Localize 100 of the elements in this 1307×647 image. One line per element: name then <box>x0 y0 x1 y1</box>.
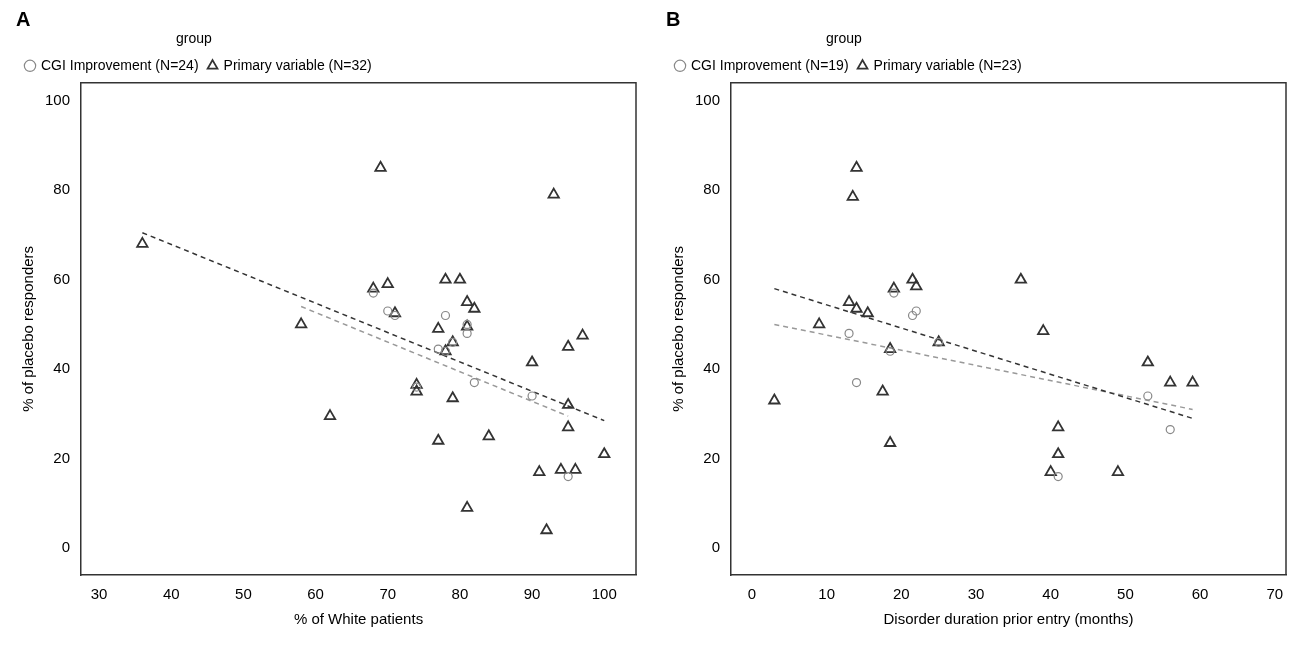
chart-title: A <box>16 7 31 30</box>
x-tick-label: 10 <box>818 585 835 603</box>
x-tick-label: 30 <box>90 585 108 603</box>
y-tick-label: 100 <box>45 90 71 108</box>
point <box>368 288 378 298</box>
point <box>569 462 582 474</box>
point <box>1052 420 1065 432</box>
x-tick-label: 20 <box>892 585 910 603</box>
point <box>563 471 573 482</box>
point <box>562 420 575 432</box>
point <box>861 306 874 318</box>
point <box>136 236 149 248</box>
point <box>846 190 859 201</box>
legend-label: CGI Improvement (N=24) <box>41 56 199 73</box>
y-tick-label: 40 <box>703 359 721 377</box>
legend-title: group <box>825 29 862 46</box>
y-tick-label: 80 <box>703 180 721 198</box>
point <box>410 384 423 396</box>
chart-title: B <box>666 7 681 30</box>
point <box>323 409 337 421</box>
point <box>527 391 537 401</box>
point <box>1165 424 1175 435</box>
point <box>388 306 402 318</box>
point <box>367 281 380 293</box>
point <box>461 500 474 512</box>
y-tick-label: 40 <box>53 359 71 377</box>
point <box>374 160 387 172</box>
legend-label: Primary variable (N=23) <box>873 56 1022 73</box>
x-axis-title: Disorder duration prior entry (months) <box>883 610 1134 628</box>
x-tick-label: 40 <box>162 585 180 603</box>
point <box>850 160 863 172</box>
x-tick-label: 30 <box>967 585 985 603</box>
x-tick-label: 70 <box>1266 585 1284 603</box>
point <box>533 465 546 476</box>
y-axis-title: % of placebo responders <box>19 245 37 412</box>
point <box>446 391 459 403</box>
point <box>1037 324 1050 336</box>
point <box>440 310 451 321</box>
x-tick-label: 90 <box>523 585 541 603</box>
point <box>525 355 539 367</box>
point <box>482 429 495 441</box>
y-tick-label: 20 <box>703 448 721 466</box>
x-tick-label: 50 <box>235 585 252 603</box>
point <box>850 301 863 313</box>
y-tick-label: 60 <box>53 269 71 287</box>
point <box>876 384 889 396</box>
point <box>887 281 900 293</box>
point <box>468 301 481 313</box>
point <box>884 436 897 447</box>
legend-label: Primary variable (N=32) <box>223 56 372 73</box>
point <box>410 377 423 389</box>
point <box>461 295 474 306</box>
point <box>1186 375 1199 387</box>
y-axis-title: % of placebo responders <box>669 245 687 412</box>
point <box>295 317 308 329</box>
point <box>844 328 854 338</box>
point <box>412 382 422 392</box>
point <box>906 272 919 284</box>
point <box>562 398 575 409</box>
point <box>1143 391 1153 401</box>
point <box>1014 272 1027 284</box>
x-tick-label: 50 <box>1117 585 1134 603</box>
point <box>1053 471 1063 482</box>
point <box>381 277 394 289</box>
y-tick-label: 100 <box>695 90 721 108</box>
y-tick-label: 0 <box>711 538 721 556</box>
y-tick-label: 60 <box>703 269 721 287</box>
y-tick-label: 20 <box>53 448 71 466</box>
point <box>540 523 553 535</box>
point <box>1052 447 1065 459</box>
y-tick-label: 0 <box>61 538 71 556</box>
x-tick-label: 80 <box>451 585 469 603</box>
point <box>907 310 918 321</box>
point <box>813 317 826 329</box>
x-tick-label: 0 <box>747 585 757 603</box>
point <box>885 346 895 356</box>
point <box>911 306 921 316</box>
x-tick-label: 100 <box>591 585 617 603</box>
point <box>1111 465 1125 476</box>
x-tick-label: 40 <box>1042 585 1060 603</box>
point <box>1164 375 1177 387</box>
point <box>433 344 443 354</box>
point <box>439 272 452 284</box>
point <box>768 393 781 405</box>
legend-label: CGI Improvement (N=19) <box>691 56 849 73</box>
point <box>842 295 856 306</box>
point <box>1044 465 1057 476</box>
point <box>383 306 393 316</box>
x-tick-label: 70 <box>379 585 397 603</box>
point <box>469 378 479 388</box>
point <box>576 328 589 340</box>
y-tick-label: 80 <box>53 180 71 198</box>
point <box>851 378 862 388</box>
point <box>462 328 472 338</box>
point <box>432 322 445 333</box>
point <box>562 339 575 351</box>
x-tick-label: 60 <box>1191 585 1209 603</box>
point <box>1141 355 1154 367</box>
x-tick-label: 60 <box>307 585 324 603</box>
point <box>889 288 899 298</box>
